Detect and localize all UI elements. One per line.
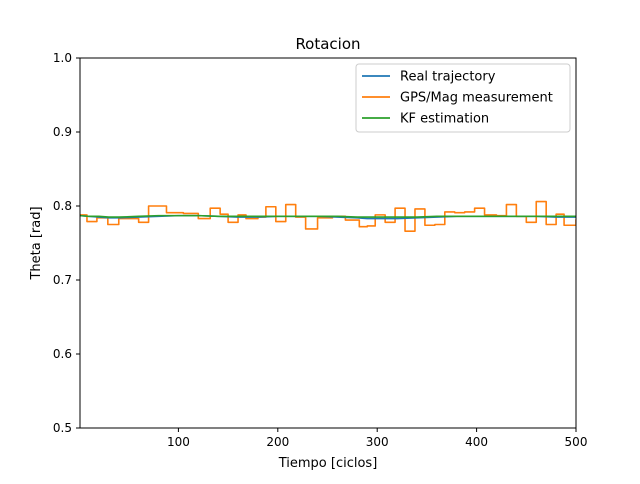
y-axis-ticks: 0.5 0.6 0.7 0.8 0.9 1.0 (53, 51, 80, 435)
legend-entry-label: KF estimation (400, 112, 489, 127)
plot-area (79, 57, 577, 429)
plot-frame (79, 57, 577, 429)
x-tick-label: 100 (167, 435, 190, 449)
series-layer (80, 200, 576, 232)
y-tick-label: 0.7 (53, 273, 72, 287)
y-tick-label: 0.6 (53, 347, 72, 361)
x-axis-label: Tiempo [ciclos] (278, 456, 378, 471)
legend-entry-label: Real trajectory (400, 70, 496, 85)
x-tick-label: 200 (266, 435, 289, 449)
y-tick-label: 0.5 (53, 421, 72, 435)
legend-box (355, 63, 571, 133)
chart-title: Rotacion (295, 35, 360, 53)
y-axis-label: Theta [rad] (29, 206, 44, 280)
legend: Real trajectory GPS/Mag measurement KF est… (355, 63, 571, 133)
x-tick-label: 500 (565, 435, 588, 449)
y-tick-label: 0.8 (53, 199, 72, 213)
x-tick-label: 400 (465, 435, 488, 449)
y-tick-label: 0.9 (53, 125, 72, 139)
legend-entry-label: GPS/Mag measurement (400, 91, 553, 106)
x-tick-label: 300 (366, 435, 389, 449)
x-axis-ticks: 100 200 300 400 500 (167, 428, 588, 449)
series-line-3 (80, 214, 576, 218)
y-tick-label: 1.0 (53, 51, 72, 65)
